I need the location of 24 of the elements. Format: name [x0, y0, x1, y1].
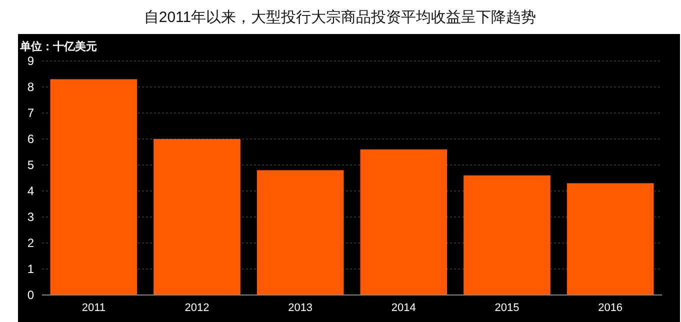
chart-title: 自2011年以来，大型投行大宗商品投资平均收益呈下降趋势 [144, 9, 536, 26]
y-tick-label: 1 [27, 262, 34, 276]
x-tick-label: 2016 [598, 302, 623, 314]
bar [464, 175, 550, 295]
x-tick-label: 2011 [82, 302, 106, 314]
bar [256, 170, 344, 295]
x-tick-label: 2014 [391, 302, 416, 314]
y-axis-title: 单位：十亿美元 [19, 40, 97, 53]
y-tick-label: 3 [27, 210, 34, 224]
y-tick-label: 8 [27, 80, 34, 94]
y-tick-label: 7 [27, 106, 34, 120]
y-tick-label: 9 [27, 54, 34, 68]
x-tick-label: 2012 [184, 302, 210, 314]
y-tick-label: 6 [27, 132, 34, 146]
y-tick-label: 5 [27, 158, 34, 172]
x-tick-label: 2015 [494, 302, 520, 314]
bar [154, 139, 240, 295]
x-tick-label: 2013 [288, 302, 313, 314]
y-tick-label: 2 [27, 236, 34, 250]
y-tick-label: 0 [27, 288, 34, 302]
y-tick-label: 4 [27, 184, 34, 198]
bar [566, 183, 654, 295]
bar [360, 149, 448, 295]
bar [50, 79, 138, 295]
